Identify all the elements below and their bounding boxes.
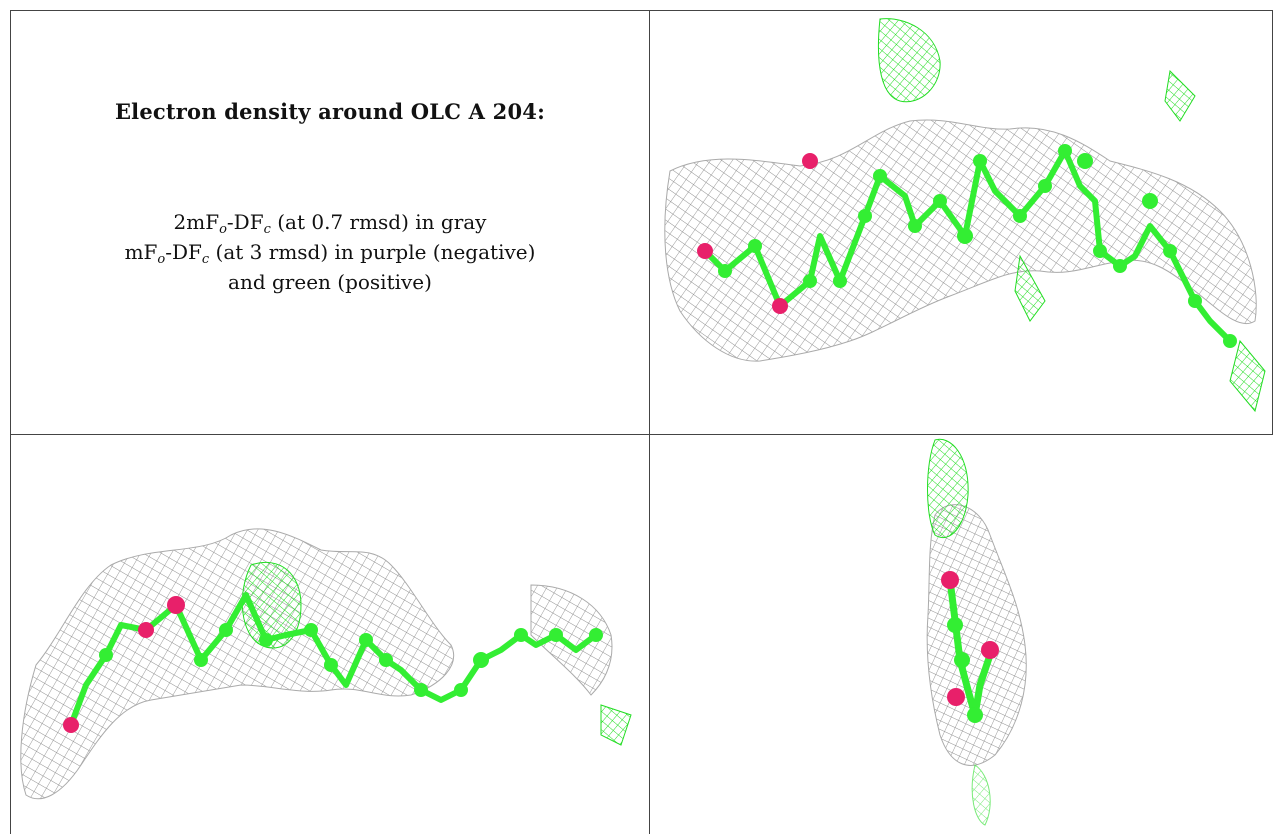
- caption-cell: Electron density around OLC A 204: 2mFo-…: [11, 11, 649, 434]
- green-diff-blob-small: [1164, 69, 1196, 122]
- density-panel-end-on: [650, 435, 1272, 834]
- density-image-front: [20, 528, 632, 800]
- figure-legend: 2mFo-DFc (at 0.7 rmsd) in gray mFo-DFc (…: [11, 207, 649, 297]
- figure-title: Electron density around OLC A 204:: [114, 99, 546, 124]
- figure-table: [10, 10, 1273, 840]
- legend-line-fo-fc: mFo-DFc (at 3 rmsd) in purple (negative): [124, 240, 536, 267]
- ligand-atoms: [941, 571, 999, 723]
- table-border-row: [10, 434, 1273, 435]
- density-image-side: [664, 18, 1266, 413]
- ligand-bonds: [68, 592, 598, 727]
- green-diff-blob-top: [927, 438, 969, 538]
- ligand-bonds: [702, 148, 1233, 344]
- green-diff-blob-top: [877, 18, 941, 103]
- gray-density-mesh: [926, 504, 1027, 766]
- green-diff-blob-bottom: [971, 764, 991, 826]
- density-panel-front: [11, 435, 649, 834]
- gray-density-mesh-right: [530, 584, 613, 696]
- green-diff-blob-right: [600, 704, 632, 746]
- table-border-top: [10, 10, 1273, 11]
- ligand-atoms: [63, 596, 603, 733]
- table-border-right: [1272, 10, 1273, 434]
- legend-line-positive: and green (positive): [228, 270, 432, 294]
- table-border-left: [10, 10, 11, 834]
- green-diff-blob-right: [1229, 339, 1266, 413]
- green-diff-blob-lower: [1014, 254, 1046, 322]
- legend-line-2fo-fc: 2mFo-DFc (at 0.7 rmsd) in gray: [173, 210, 487, 237]
- ligand-atoms: [697, 144, 1237, 348]
- density-image-end-on: [926, 438, 1027, 826]
- table-border-middle: [649, 10, 650, 834]
- density-panel-side: [650, 11, 1272, 434]
